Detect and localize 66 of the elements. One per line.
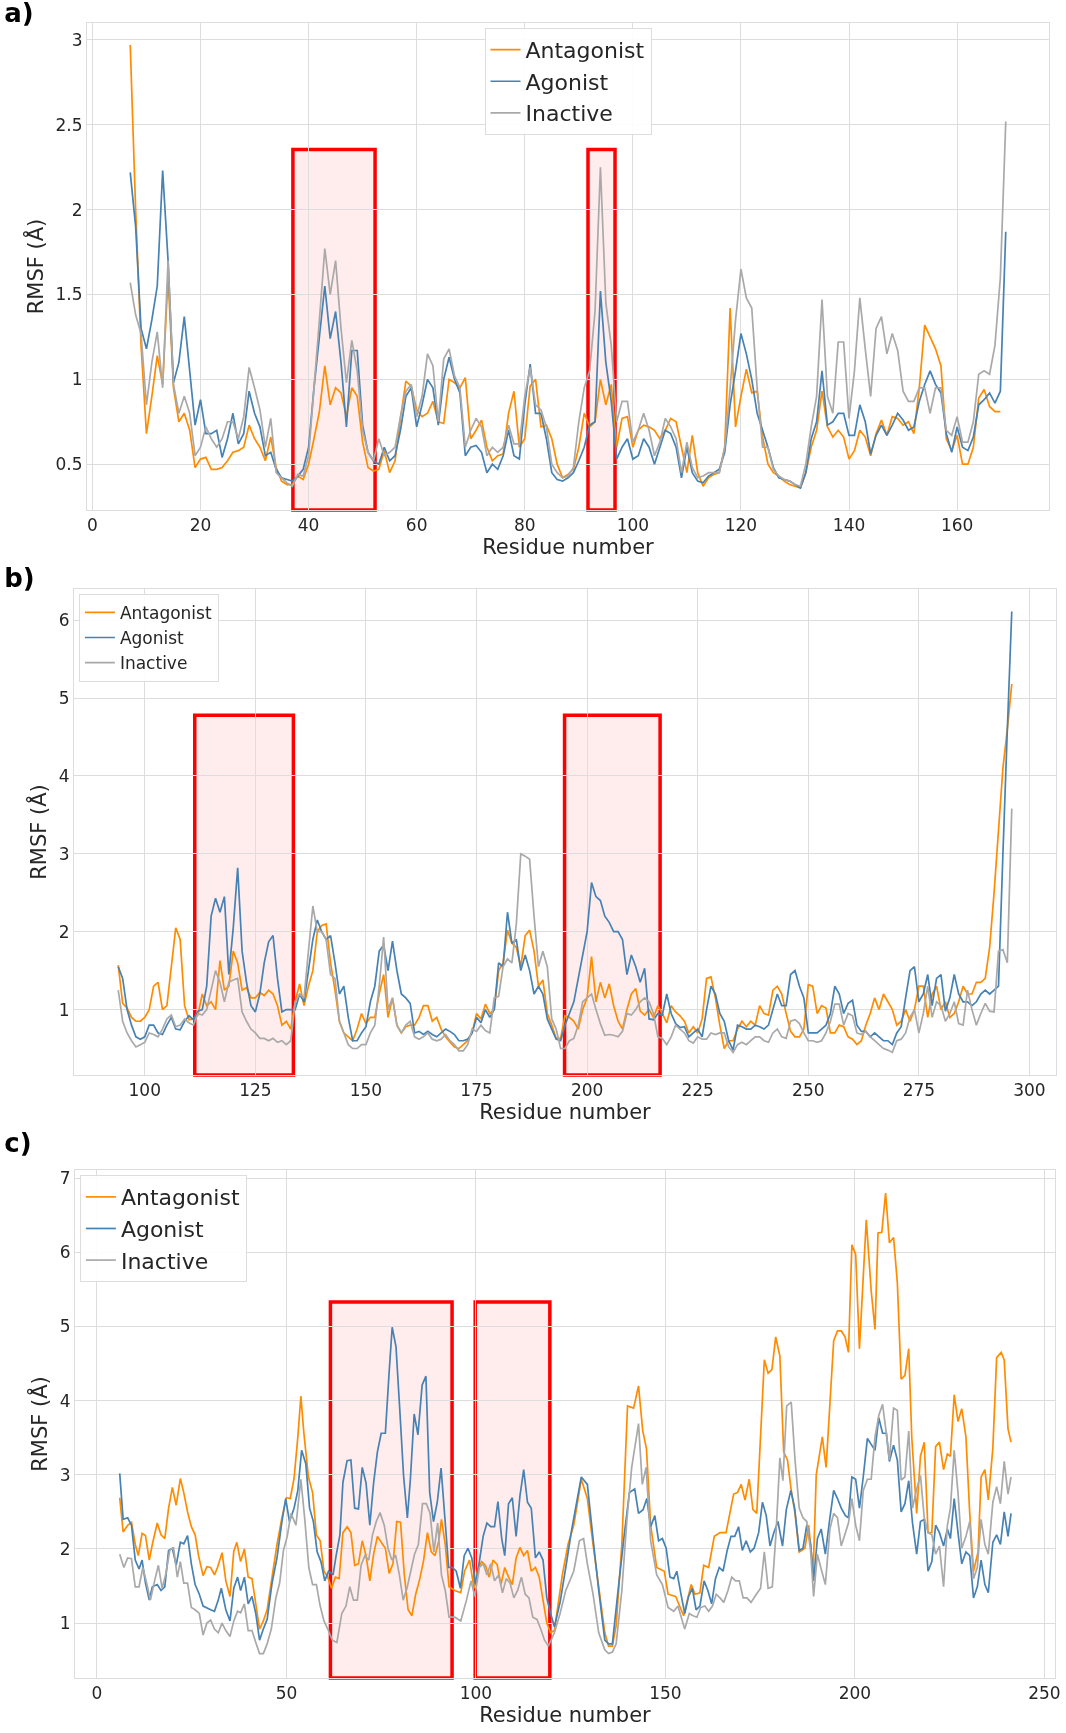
y-tick-label: 6 [58, 610, 70, 631]
line-series [118, 1401, 1012, 1655]
line-series [117, 683, 1013, 1050]
x-tick-label: 100 [128, 1080, 161, 1101]
y-axis-title: RMSF (Å) [24, 784, 51, 880]
legend-label: Inactive [525, 101, 613, 127]
legend-label: Inactive [120, 1248, 209, 1274]
x-tick-label: 140 [832, 515, 866, 536]
legend-label: Antagonist [525, 38, 645, 64]
y-tick-label: 1 [59, 1613, 71, 1634]
legend-label: Agonist [120, 1217, 204, 1243]
x-tick-label: 275 [902, 1080, 936, 1101]
chart-title: c) [4, 1128, 32, 1159]
legend-label: Agonist [525, 69, 609, 95]
x-tick-label: 200 [570, 1080, 604, 1101]
y-tick-label: 4 [58, 765, 70, 786]
y-tick-label: 0.5 [55, 454, 83, 475]
chart-title: b) [4, 563, 35, 594]
x-tick-label: 150 [649, 1683, 682, 1704]
y-tick-label: 2 [71, 199, 83, 220]
x-tick-label: 225 [681, 1080, 714, 1101]
x-tick-label: 40 [297, 515, 320, 536]
y-tick-label: 2 [59, 1538, 71, 1559]
y-tick-label: 5 [58, 687, 70, 708]
chart-title: a) [4, 0, 34, 29]
x-tick-label: 100 [459, 1683, 493, 1704]
y-tick-label: 2.5 [55, 114, 83, 135]
x-tick-label: 0 [91, 1683, 103, 1704]
legend-label: Antagonist [120, 1185, 240, 1211]
y-axis-title: RMSF (Å) [21, 218, 48, 315]
x-tick-label: 160 [940, 515, 974, 536]
x-tick-label: 150 [349, 1080, 383, 1101]
x-axis-title: Residue number [482, 535, 655, 560]
x-axis-title: Residue number [479, 1100, 652, 1125]
x-tick-label: 20 [189, 515, 212, 536]
x-tick-label: 60 [405, 515, 428, 536]
x-tick-label: 0 [86, 515, 98, 536]
y-axis-title: RMSF (Å) [25, 1376, 52, 1472]
y-tick-label: 3 [59, 1464, 71, 1485]
y-tick-label: 1.5 [55, 284, 83, 305]
line-series [118, 1326, 1012, 1645]
y-tick-label: 2 [58, 921, 70, 942]
y-tick-label: 1 [58, 999, 70, 1020]
y-tick-label: 6 [59, 1242, 71, 1263]
y-tick-label: 1 [71, 369, 83, 390]
line-series [129, 44, 1002, 489]
legend-label: Inactive [119, 653, 188, 674]
x-tick-label: 200 [838, 1683, 872, 1704]
x-axis-title: Residue number [479, 1703, 652, 1728]
line-series [117, 807, 1013, 1054]
x-tick-label: 300 [1013, 1080, 1046, 1101]
y-tick-label: 7 [59, 1168, 71, 1189]
y-tick-label: 4 [59, 1390, 71, 1411]
y-tick-label: 3 [71, 29, 83, 50]
x-tick-label: 125 [239, 1080, 272, 1101]
x-tick-label: 80 [513, 515, 536, 536]
x-tick-label: 100 [616, 515, 650, 536]
x-tick-label: 175 [460, 1080, 493, 1101]
y-tick-label: 5 [59, 1316, 71, 1337]
x-tick-label: 250 [1028, 1683, 1061, 1704]
x-tick-label: 50 [275, 1683, 298, 1704]
x-tick-label: 250 [792, 1080, 825, 1101]
x-tick-label: 120 [724, 515, 758, 536]
y-tick-label: 3 [58, 843, 70, 864]
legend-label: Agonist [119, 628, 185, 649]
legend-label: Antagonist [119, 603, 212, 624]
